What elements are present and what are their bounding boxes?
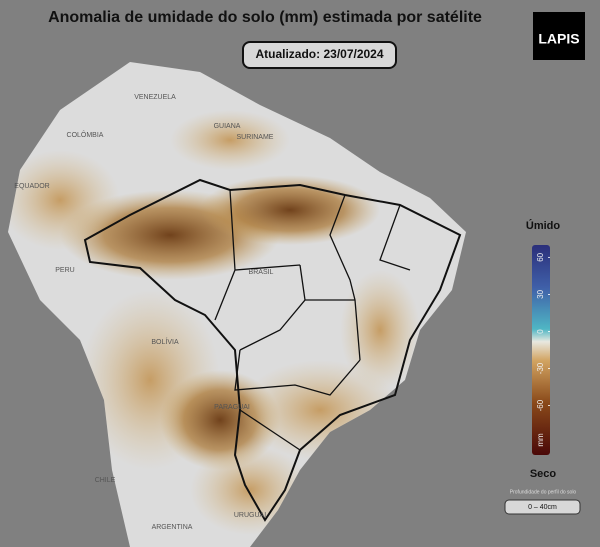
logo-box bbox=[533, 12, 585, 60]
country-label: PARAGUAI bbox=[214, 404, 250, 411]
colorbar-tick-label: 60 bbox=[536, 252, 545, 261]
country-label: ARGENTINA bbox=[152, 524, 193, 531]
country-label: URUGUAI bbox=[234, 512, 266, 519]
country-label: COLÔMBIA bbox=[67, 130, 104, 139]
brazil-border bbox=[83, 178, 462, 522]
colorbar-tick-label: -30 bbox=[536, 362, 545, 374]
country-label: EQUADOR bbox=[14, 183, 49, 190]
state-borders bbox=[214, 189, 411, 451]
colorbar bbox=[532, 245, 550, 455]
colorbar-ticks: 60 30 0 -30 -60 mm bbox=[536, 252, 550, 447]
country-label: CHILE bbox=[95, 477, 116, 484]
colorbar-tick-label: 0 bbox=[536, 329, 545, 334]
legend-wet: Úmido bbox=[526, 219, 561, 232]
colorbar-tick-label: -60 bbox=[536, 399, 545, 411]
colorbar-unit: mm bbox=[536, 433, 545, 447]
country-label: BRASIL bbox=[249, 269, 274, 276]
updated-date: Atualizado: 23/07/2024 bbox=[255, 47, 383, 61]
depth: 0 – 40cm bbox=[528, 504, 557, 511]
country-label: GUIANA bbox=[214, 123, 241, 130]
depth-box bbox=[504, 499, 581, 515]
title: Anomalia de umidade do solo (mm) estimad… bbox=[48, 9, 482, 26]
country-label: VENEZUELA bbox=[134, 94, 176, 101]
date-box bbox=[242, 41, 397, 69]
country-labels: VENEZUELA COLÔMBIA GUIANA SURINAME EQUADOR PE… bbox=[14, 94, 274, 531]
logo: LAPIS bbox=[538, 31, 579, 47]
depth-title: Profundidade do perfil do solo bbox=[510, 489, 577, 495]
country-label: SURINAME bbox=[237, 134, 274, 141]
country-label: PERU bbox=[55, 267, 74, 274]
country-label: BOLÍVIA bbox=[151, 337, 179, 346]
legend-dry: Seco bbox=[530, 468, 557, 480]
colorbar-tick-label: 30 bbox=[536, 289, 545, 298]
